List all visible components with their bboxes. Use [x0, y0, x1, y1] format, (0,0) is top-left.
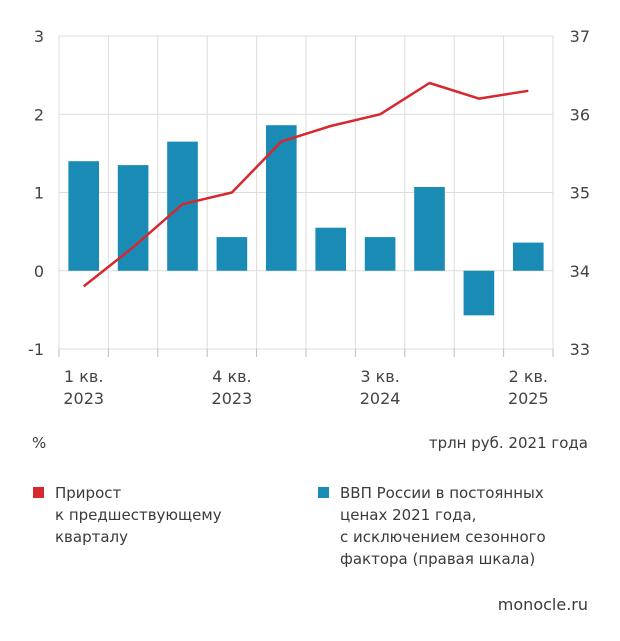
x-tick-label: 4 кв.	[212, 367, 251, 386]
right-axis-ticks: 33 34 35 36 37	[570, 27, 590, 359]
legend-item-line: ВВП России в постоянных ценах 2021 года,…	[318, 482, 598, 570]
bar	[117, 165, 149, 271]
right-tick-label: 34	[570, 262, 590, 281]
line-series	[82, 81, 529, 288]
right-tick-label: 35	[570, 184, 590, 203]
right-tick-label: 37	[570, 27, 590, 46]
x-axis-ticks: 1 кв. 2023 4 кв. 2023 3 кв. 2024 2 кв. 2025	[63, 367, 548, 408]
bar-series	[68, 125, 544, 316]
left-tick-label: 0	[34, 262, 44, 281]
x-tick-label: 2 кв.	[509, 367, 548, 386]
legend-label-line: ВВП России в постоянных ценах 2021 года,…	[340, 484, 546, 568]
source-label: monocle.ru	[497, 595, 588, 614]
bar	[216, 237, 248, 271]
left-tick-label: -1	[28, 340, 44, 359]
chart: -1 0 1 2 3 33 34 35 36 37 1 кв. 2023 4 кв. 2023 3 кв…	[28, 27, 590, 408]
left-axis-ticks: -1 0 1 2 3	[28, 27, 44, 359]
x-tick-label: 3 кв.	[360, 367, 399, 386]
right-tick-label: 33	[570, 340, 590, 359]
right-tick-label: 36	[570, 105, 590, 124]
bar	[68, 161, 100, 271]
bar	[364, 237, 396, 271]
bar	[414, 187, 445, 271]
x-tick-label: 2023	[212, 389, 253, 408]
right-axis-unit: трлн руб. 2021 года	[428, 434, 588, 452]
legend-label-bars: Прирост к предшествующему кварталу	[55, 484, 222, 546]
x-tick-label: 2023	[63, 389, 104, 408]
line-path	[82, 81, 529, 288]
grid-lines	[58, 35, 554, 357]
legend-item-bars: Прирост к предшествующему кварталу	[33, 482, 283, 548]
legend-swatch-blue	[318, 487, 329, 498]
x-tick-label: 2025	[508, 389, 549, 408]
bar	[315, 227, 347, 271]
left-tick-label: 2	[34, 105, 44, 124]
legend-swatch-red	[33, 487, 44, 498]
left-axis-unit: %	[32, 434, 47, 452]
bar	[463, 270, 495, 316]
left-tick-label: 3	[34, 27, 44, 46]
left-tick-label: 1	[34, 184, 44, 203]
x-tick-label: 1 кв.	[64, 367, 103, 386]
bar	[512, 242, 544, 271]
bar	[167, 141, 198, 271]
bar	[265, 125, 297, 271]
x-tick-label: 2024	[360, 389, 401, 408]
